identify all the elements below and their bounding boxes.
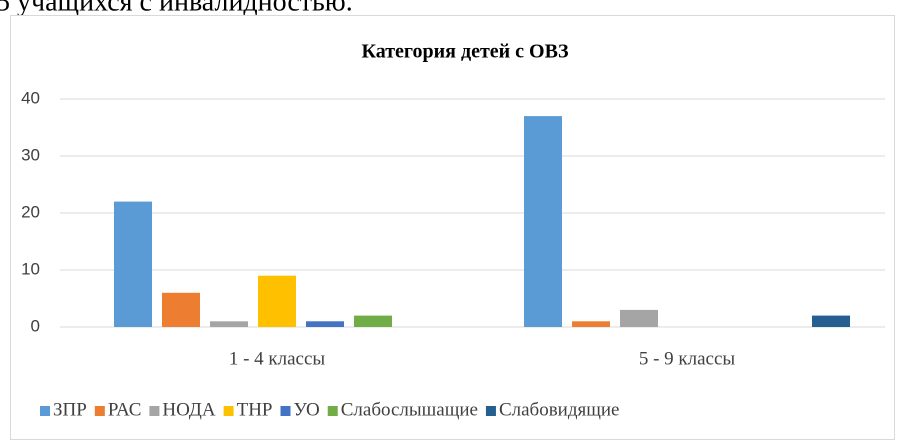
y-tick-label: 0 bbox=[31, 316, 40, 335]
legend-label: УО bbox=[294, 399, 320, 420]
y-tick-label: 30 bbox=[21, 145, 40, 164]
page-text: 5 учащихся с инвалидностью. bbox=[0, 0, 353, 17]
bar bbox=[572, 321, 610, 327]
legend-label: Слабовидящие bbox=[499, 399, 620, 420]
y-tick-label: 20 bbox=[21, 202, 40, 221]
x-tick-label: 5 - 9 классы bbox=[639, 348, 736, 369]
bar bbox=[162, 292, 200, 327]
bar bbox=[114, 201, 152, 327]
x-tick-label: 1 - 4 классы bbox=[229, 348, 326, 369]
bar bbox=[354, 315, 392, 327]
chart-title: Категория детей с ОВЗ bbox=[361, 41, 568, 63]
legend-label: ТНР bbox=[237, 399, 273, 420]
y-tick-label: 10 bbox=[21, 259, 40, 278]
legend-swatch bbox=[149, 406, 160, 416]
legend-swatch bbox=[280, 406, 291, 416]
legend-label: РАС bbox=[108, 399, 142, 420]
bar bbox=[812, 315, 850, 327]
legend-swatch bbox=[223, 406, 234, 416]
bar bbox=[306, 321, 344, 327]
y-tick-label: 40 bbox=[21, 88, 40, 107]
legend-swatch bbox=[327, 406, 338, 416]
legend-swatch bbox=[94, 406, 105, 416]
bar bbox=[524, 116, 562, 327]
legend-swatch bbox=[485, 406, 496, 416]
legend-label: ЗПР bbox=[53, 399, 87, 420]
bar bbox=[210, 321, 248, 327]
legend-label: Слабослышащие bbox=[341, 399, 478, 420]
legend-label: НОДА bbox=[162, 399, 215, 420]
bar bbox=[258, 275, 296, 327]
bar bbox=[620, 309, 658, 327]
chart-frame bbox=[10, 15, 895, 440]
legend-swatch bbox=[40, 406, 50, 416]
